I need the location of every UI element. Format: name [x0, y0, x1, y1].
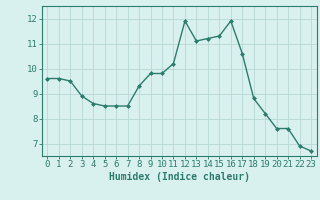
X-axis label: Humidex (Indice chaleur): Humidex (Indice chaleur) [109, 172, 250, 182]
